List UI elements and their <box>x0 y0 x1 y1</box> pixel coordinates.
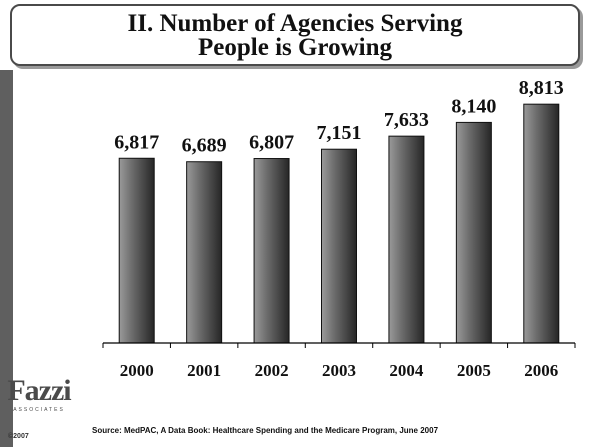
x-tick-label-2006: 2006 <box>524 361 558 380</box>
x-tick-label-2002: 2002 <box>255 361 289 380</box>
x-tick-label-2000: 2000 <box>120 361 154 380</box>
x-tick-label-2003: 2003 <box>322 361 356 380</box>
data-label-2005: 8,140 <box>451 95 496 117</box>
x-tick-label-2005: 2005 <box>457 361 491 380</box>
bar-2003 <box>321 148 357 344</box>
title-line-2: People is Growing <box>198 34 392 61</box>
bar-2006 <box>523 103 560 344</box>
bar-2004 <box>388 135 425 344</box>
data-label-2000: 6,817 <box>114 131 159 153</box>
logo-name: Fazzi <box>7 374 71 407</box>
bar-2005 <box>455 121 492 344</box>
left-band <box>0 70 13 447</box>
data-label-2004: 7,633 <box>384 109 429 131</box>
source-note: Source: MedPAC, A Data Book: Healthcare … <box>92 426 439 435</box>
bar-2000 <box>118 157 155 344</box>
x-tick-label-2001: 2001 <box>187 361 221 380</box>
bar-2001 <box>186 161 223 344</box>
x-tick-label-2004: 2004 <box>389 361 424 380</box>
data-label-2001: 6,689 <box>182 135 227 157</box>
logo-subtitle: ASSOCIATES <box>13 407 65 413</box>
title-line-1: II. Number of Agencies Serving <box>127 10 463 37</box>
data-label-2002: 6,807 <box>249 132 294 154</box>
copyright: ©2007 <box>8 433 29 440</box>
data-label-2003: 7,151 <box>317 122 362 144</box>
bar-2002 <box>253 158 290 344</box>
fazzi-logo: Fazzi ASSOCIATES <box>3 376 75 414</box>
bars-layer <box>118 103 560 344</box>
data-label-2006: 8,813 <box>519 77 564 99</box>
title-box: II. Number of Agencies Serving People is… <box>10 4 580 66</box>
labels-layer: 6,817 2000 6,689 2001 6,807 2002 7,151 2003 7,63… <box>114 77 564 380</box>
ticks-layer <box>102 343 576 348</box>
